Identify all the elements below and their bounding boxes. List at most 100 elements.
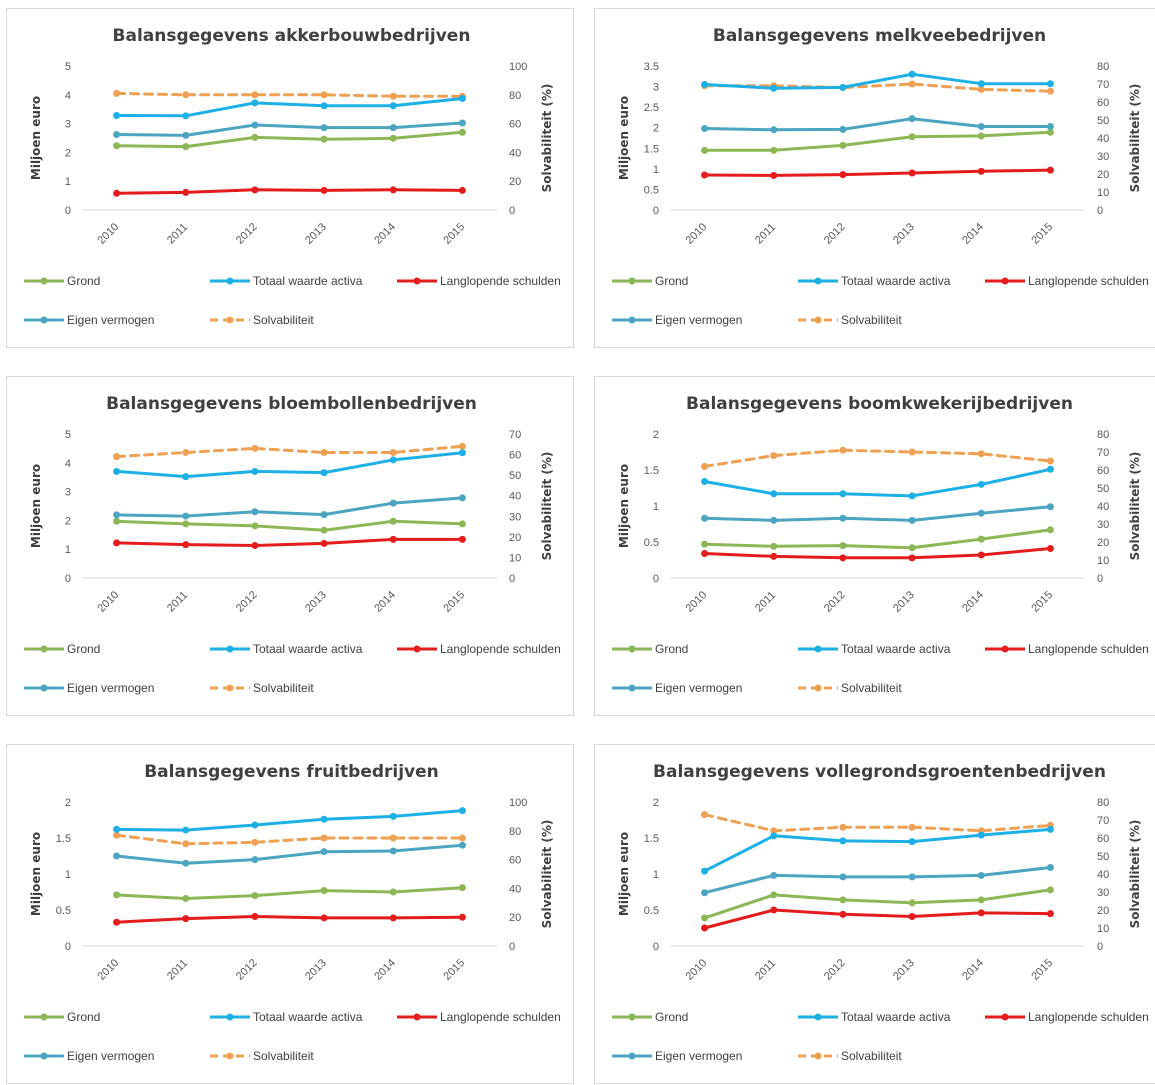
legend-label-schulden: Langlopende schulden: [440, 274, 561, 288]
data-point-grond: [113, 517, 121, 525]
chart-svg: Balansgegevens melkveebedrijven 0 0.5 1 1.5 2…: [612, 26, 1149, 327]
data-point-eigen-vermogen: [977, 871, 985, 879]
data-point-totaal-waarde-activa: [251, 821, 259, 829]
y2-tick-label: 40: [509, 491, 521, 503]
data-point-eigen-vermogen: [770, 516, 778, 524]
data-point-totaal-waarde-activa: [977, 80, 985, 88]
data-point-solvabiliteit: [182, 840, 190, 848]
y2-tick-label: 20: [509, 176, 521, 188]
data-point-eigen-vermogen: [182, 859, 190, 867]
x-tick-label: 2013: [303, 221, 329, 247]
y-tick-label: 3: [653, 82, 659, 94]
legend-marker-solv: [226, 684, 234, 692]
data-point-solvabiliteit: [251, 838, 259, 846]
data-point-solvabiliteit: [251, 444, 259, 452]
data-point-grond: [320, 526, 328, 534]
series-line-solvabiliteit: [115, 91, 464, 98]
chart-panel-fruit: Balansgegevens fruitbedrijven 0 0.5 1 1.5 2 0 2…: [6, 744, 574, 1084]
data-point-grond: [251, 892, 259, 900]
series-line-solvabiliteit: [703, 448, 1052, 468]
data-point-eigen-vermogen: [1046, 122, 1054, 130]
data-point-totaal-waarde-activa: [389, 812, 397, 820]
data-point-grond: [182, 894, 190, 902]
data-point-totaal-waarde-activa: [113, 112, 121, 120]
y2-tick-label: 80: [1097, 61, 1109, 73]
data-point-langlopende-schulden: [839, 910, 847, 918]
data-point-totaal-waarde-activa: [770, 490, 778, 498]
legend-label-grond: Grond: [655, 1010, 688, 1024]
data-point-grond: [389, 517, 397, 525]
x-tick-label: 2014: [960, 589, 986, 615]
data-point-langlopende-schulden: [770, 906, 778, 914]
legend-marker-grond: [628, 1013, 636, 1021]
legend-label-totaal: Totaal waarde activa: [841, 274, 951, 288]
data-point-grond: [458, 128, 466, 136]
series-line-solvabiliteit: [115, 833, 464, 846]
data-point-langlopende-schulden: [1046, 166, 1054, 174]
chart-svg: Balansgegevens boomkwekerijbedrijven 0 0.5…: [612, 394, 1149, 695]
y2-tick-label: 70: [1097, 447, 1109, 459]
data-point-totaal-waarde-activa: [908, 70, 916, 78]
data-point-totaal-waarde-activa: [701, 81, 709, 89]
legend-label-eigen: Eigen vermogen: [67, 313, 154, 327]
data-point-grond: [113, 891, 121, 899]
data-point-grond: [839, 542, 847, 550]
data-point-langlopende-schulden: [389, 535, 397, 543]
data-point-solvabiliteit: [320, 834, 328, 842]
legend-label-totaal: Totaal waarde activa: [253, 642, 363, 656]
data-point-eigen-vermogen: [839, 873, 847, 881]
y-tick-label: 1.5: [644, 833, 659, 845]
y-axis-title: Miljoen euro: [617, 464, 631, 548]
data-point-langlopende-schulden: [320, 539, 328, 547]
legend-marker-totaal: [814, 1013, 822, 1021]
data-point-langlopende-schulden: [701, 550, 709, 558]
data-point-langlopende-schulden: [182, 188, 190, 196]
legend-label-schulden: Langlopende schulden: [1028, 642, 1149, 656]
x-tick-label: 2015: [1029, 589, 1055, 615]
data-point-totaal-waarde-activa: [251, 467, 259, 475]
x-tick-label: 2011: [165, 957, 190, 982]
data-point-totaal-waarde-activa: [113, 825, 121, 833]
y2-tick-label: 80: [509, 90, 521, 102]
y2-tick-label: 0: [1097, 573, 1103, 585]
y-tick-label: 1.5: [644, 465, 659, 477]
data-point-solvabiliteit: [1046, 87, 1054, 95]
series-line-eigen-vermogen: [115, 496, 464, 518]
legend-label-eigen: Eigen vermogen: [655, 1049, 742, 1063]
series-line-grond: [115, 519, 464, 532]
data-point-solvabiliteit: [977, 85, 985, 93]
y2-tick-label: 20: [1097, 905, 1109, 917]
x-tick-label: 2012: [822, 957, 848, 983]
chart-title: Balansgegevens bloembollenbedrijven: [106, 394, 477, 414]
y-tick-label: 0.5: [56, 905, 71, 917]
series-line-grond: [703, 888, 1052, 920]
data-point-langlopende-schulden: [839, 171, 847, 179]
y2-tick-label: 60: [1097, 465, 1109, 477]
data-point-solvabiliteit: [320, 449, 328, 457]
y2-tick-label: 40: [1097, 133, 1109, 145]
data-point-langlopende-schulden: [908, 169, 916, 177]
data-point-totaal-waarde-activa: [977, 480, 985, 488]
data-point-eigen-vermogen: [389, 847, 397, 855]
legend-marker-grond: [40, 1013, 48, 1021]
series-line-langlopende-schulden: [703, 168, 1052, 177]
data-point-grond: [389, 888, 397, 896]
series-line-langlopende-schulden: [703, 908, 1052, 930]
legend-marker-solv: [814, 316, 822, 324]
x-tick-label: 2010: [96, 957, 122, 983]
data-point-totaal-waarde-activa: [458, 95, 466, 103]
data-point-langlopende-schulden: [977, 167, 985, 175]
chart-svg: Balansgegevens fruitbedrijven00.511.5202…: [24, 762, 561, 1063]
legend-label-eigen: Eigen vermogen: [655, 681, 742, 695]
x-tick-label: 2015: [1029, 221, 1055, 247]
data-point-langlopende-schulden: [1046, 544, 1054, 552]
data-point-eigen-vermogen: [908, 115, 916, 123]
data-point-langlopende-schulden: [251, 912, 259, 920]
data-point-solvabiliteit: [1046, 457, 1054, 465]
y2-tick-label: 100: [509, 61, 527, 73]
chart-title: Balansgegevens akkerbouwbedrijven: [113, 26, 471, 46]
legend-label-solv: Solvabiliteit: [841, 313, 902, 327]
data-point-totaal-waarde-activa: [320, 469, 328, 477]
y2-tick-label: 0: [509, 205, 515, 217]
data-point-langlopende-schulden: [458, 913, 466, 921]
